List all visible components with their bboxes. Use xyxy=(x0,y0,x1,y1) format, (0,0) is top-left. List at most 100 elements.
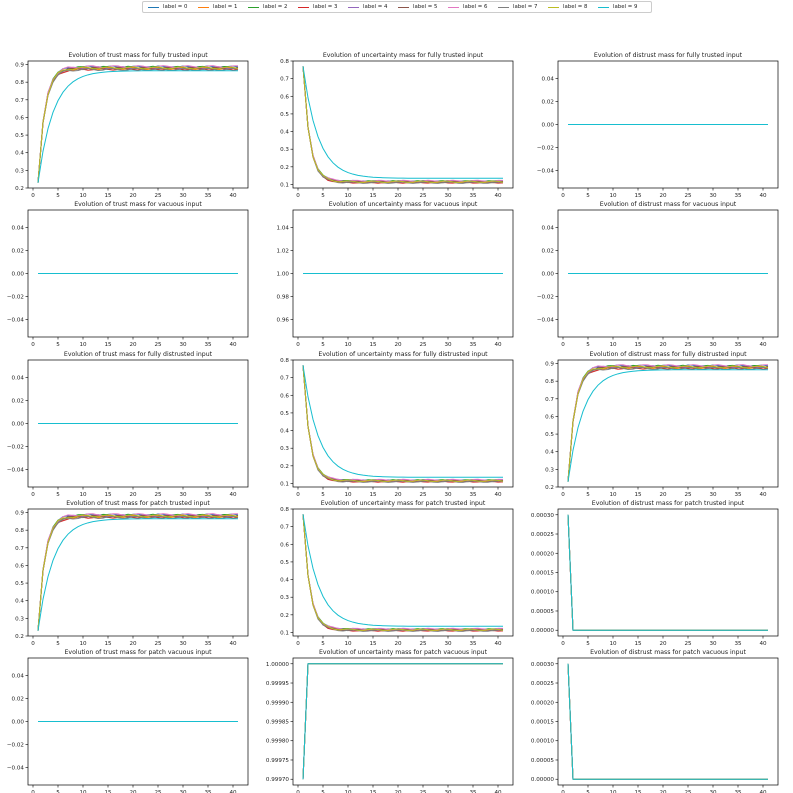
x-tick-label: 15 xyxy=(634,342,642,348)
series-line xyxy=(567,663,768,780)
x-tick-label: 20 xyxy=(659,790,667,793)
subplot-title: Evolution of distrust mass for fully tru… xyxy=(594,52,743,59)
x-tick-label: 20 xyxy=(394,492,402,498)
y-tick-label: 0.00005 xyxy=(531,609,555,615)
subplot-title: Evolution of uncertainty mass for vacuou… xyxy=(329,201,478,208)
subplot: Evolution of trust mass for patch vacuou… xyxy=(7,649,249,793)
series-line xyxy=(567,663,768,780)
x-tick-label: 0 xyxy=(561,342,565,348)
series-line xyxy=(302,66,504,183)
legend-label: label = 1 xyxy=(213,4,238,10)
x-tick-label: 5 xyxy=(586,342,590,348)
series-line xyxy=(302,365,504,483)
x-tick-label: 30 xyxy=(709,641,717,647)
subplot-title: Evolution of uncertainty mass for patch … xyxy=(319,649,488,656)
series-line xyxy=(567,663,768,780)
subplot: Evolution of trust mass for fully truste… xyxy=(15,52,249,199)
plot-frame xyxy=(557,359,779,488)
x-tick-label: 15 xyxy=(104,342,112,348)
subplot: Evolution of distrust mass for vacuous i… xyxy=(537,201,779,348)
series-line xyxy=(567,514,768,631)
series-line xyxy=(302,514,504,631)
plot-frame xyxy=(292,359,514,488)
series-line xyxy=(567,663,768,780)
y-tick-label: 0.00020 xyxy=(531,551,555,557)
x-tick-label: 25 xyxy=(154,492,162,498)
series-line xyxy=(302,365,504,483)
legend-label: label = 4 xyxy=(363,4,388,10)
series-line xyxy=(302,365,504,482)
x-tick-label: 0 xyxy=(296,193,300,199)
x-tick-label: 40 xyxy=(759,641,767,647)
x-tick-label: 20 xyxy=(129,342,137,348)
x-tick-label: 30 xyxy=(709,790,717,793)
y-tick-label: 0.00030 xyxy=(531,662,555,668)
subplot: Evolution of uncertainty mass for patch … xyxy=(266,649,514,793)
series-line xyxy=(302,66,504,183)
series-line xyxy=(302,66,503,179)
series-line xyxy=(302,365,504,482)
x-tick-label: 35 xyxy=(734,342,742,348)
x-tick-label: 15 xyxy=(634,790,642,793)
x-tick-label: 40 xyxy=(494,641,502,647)
x-tick-label: 0 xyxy=(31,492,35,498)
y-tick-label: 0.4 xyxy=(15,151,24,157)
x-tick-label: 15 xyxy=(104,790,112,793)
x-tick-label: 35 xyxy=(734,790,742,793)
x-tick-label: 0 xyxy=(561,790,565,793)
x-tick-label: 30 xyxy=(444,492,452,498)
y-tick-label: 0.4 xyxy=(15,599,24,605)
y-tick-label: 0.00020 xyxy=(531,700,555,706)
y-tick-label: 0.99980 xyxy=(266,739,290,745)
y-tick-label: 0.4 xyxy=(545,450,554,456)
y-tick-label: 1.04 xyxy=(277,225,290,231)
subplot: Evolution of distrust mass for patch vac… xyxy=(531,649,779,793)
legend-label: label = 3 xyxy=(313,4,338,10)
y-tick-label: 0.2 xyxy=(280,464,289,470)
y-tick-label: 0.6 xyxy=(280,94,289,100)
y-tick-label: 0.00025 xyxy=(531,532,555,538)
x-tick-label: 5 xyxy=(586,790,590,793)
x-tick-label: 15 xyxy=(369,193,377,199)
series-line xyxy=(567,366,769,482)
legend-label: label = 9 xyxy=(613,4,638,10)
y-tick-label: 0.99995 xyxy=(266,681,290,687)
x-tick-label: 25 xyxy=(419,790,427,793)
y-tick-label: 0.8 xyxy=(280,59,289,65)
subplot-title: Evolution of distrust mass for patch vac… xyxy=(590,649,746,656)
series-line xyxy=(302,66,504,184)
y-tick-label: 0.00 xyxy=(12,720,25,726)
legend-swatch xyxy=(498,7,509,9)
x-tick-label: 5 xyxy=(321,193,325,199)
x-tick-label: 20 xyxy=(659,342,667,348)
y-tick-label: 0.3 xyxy=(280,595,289,601)
y-tick-label: 0.6 xyxy=(545,414,554,420)
y-tick-label: 0.02 xyxy=(542,248,554,254)
y-tick-label: −0.04 xyxy=(7,318,25,324)
y-tick-label: 0.8 xyxy=(15,80,24,86)
series-line xyxy=(302,514,503,627)
series-line xyxy=(37,513,239,631)
series-line xyxy=(302,365,504,482)
y-tick-label: 0.7 xyxy=(280,525,289,531)
x-tick-label: 30 xyxy=(444,790,452,793)
series-line xyxy=(567,365,769,482)
series-line xyxy=(302,514,504,632)
subplot-title: Evolution of uncertainty mass for fully … xyxy=(323,52,484,59)
series-line xyxy=(302,514,504,632)
series-line xyxy=(567,663,768,780)
x-tick-label: 25 xyxy=(684,492,692,498)
series-line xyxy=(302,514,504,631)
y-tick-label: −0.02 xyxy=(7,445,24,451)
x-tick-label: 30 xyxy=(179,492,187,498)
x-tick-label: 35 xyxy=(734,193,742,199)
x-tick-label: 40 xyxy=(229,342,237,348)
y-tick-label: 0.00030 xyxy=(531,513,555,519)
subplot-title: Evolution of trust mass for patch truste… xyxy=(66,500,210,507)
x-tick-label: 0 xyxy=(296,342,300,348)
series-line xyxy=(567,369,768,482)
series-line xyxy=(37,514,239,631)
x-tick-label: 40 xyxy=(494,492,502,498)
subplot: Evolution of uncertainty mass for fully … xyxy=(280,351,514,498)
series-line xyxy=(302,365,503,478)
